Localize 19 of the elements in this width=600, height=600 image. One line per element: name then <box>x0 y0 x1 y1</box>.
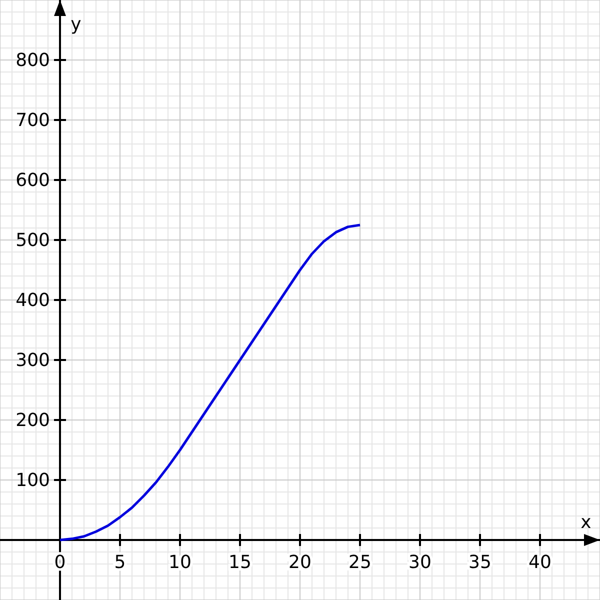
y-tick-label: 600 <box>16 170 50 191</box>
y-tick-label: 500 <box>16 230 50 251</box>
y-axis-title: y <box>70 14 82 35</box>
x-tick-label: 10 <box>168 552 192 573</box>
x-tick-label: 30 <box>408 552 432 573</box>
y-tick-label: 700 <box>16 110 50 131</box>
x-tick-label: 25 <box>348 552 372 573</box>
x-tick-label: 15 <box>228 552 252 573</box>
x-tick-label: 5 <box>114 552 126 573</box>
y-tick-label: 400 <box>16 290 50 311</box>
x-tick-label: 40 <box>528 552 552 573</box>
y-tick-label: 800 <box>16 50 50 71</box>
x-tick-label: 20 <box>288 552 312 573</box>
x-tick-label: 35 <box>468 552 492 573</box>
y-tick-label: 200 <box>16 410 50 431</box>
y-tick-label: 100 <box>16 470 50 491</box>
y-tick-label: 300 <box>16 350 50 371</box>
line-series <box>58 224 362 542</box>
x-axis-title: x <box>580 512 592 533</box>
